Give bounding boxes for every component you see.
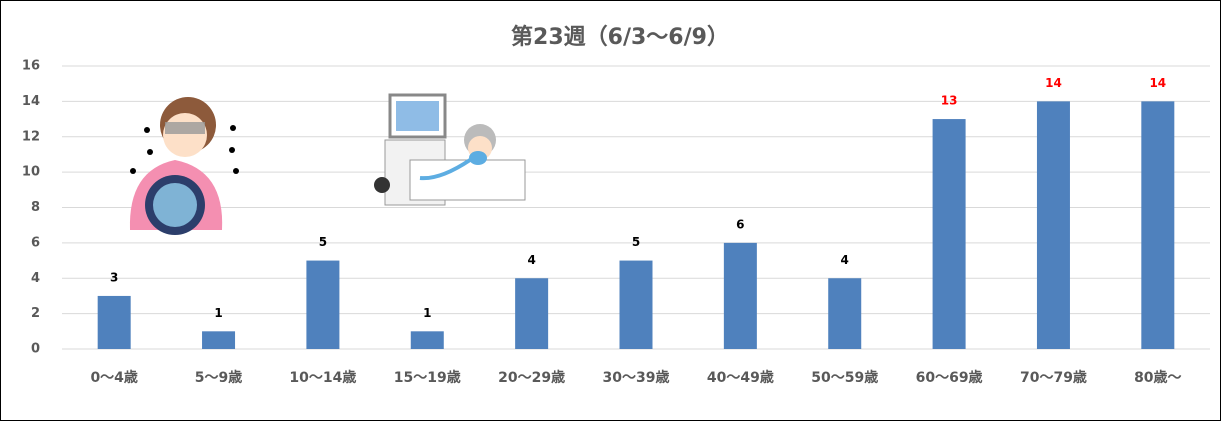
y-tick-label: 16 bbox=[22, 59, 40, 74]
x-tick-label: 20〜29歳 bbox=[498, 369, 565, 386]
bar bbox=[620, 261, 653, 349]
value-label: 3 bbox=[110, 270, 118, 284]
chart: 第23週（6/3〜6/9） 0246810121416 0〜4歳35〜9歳110… bbox=[0, 0, 1221, 421]
bar bbox=[306, 261, 339, 349]
value-label: 1 bbox=[214, 306, 222, 320]
y-tick-label: 6 bbox=[31, 235, 40, 250]
bar bbox=[724, 243, 757, 349]
bar bbox=[1037, 101, 1070, 349]
bar bbox=[98, 296, 131, 349]
y-tick-label: 14 bbox=[22, 94, 40, 109]
value-label: 5 bbox=[632, 235, 640, 249]
x-tick-label: 5〜9歳 bbox=[195, 369, 242, 386]
y-tick-label: 10 bbox=[22, 165, 40, 180]
x-tick-label: 50〜59歳 bbox=[811, 369, 878, 386]
x-tick-label: 80歳〜 bbox=[1134, 369, 1181, 386]
y-tick-label: 4 bbox=[31, 271, 40, 286]
value-label: 14 bbox=[1149, 76, 1166, 90]
value-label: 1 bbox=[423, 306, 431, 320]
value-label: 4 bbox=[527, 253, 535, 267]
y-tick-label: 8 bbox=[31, 200, 40, 215]
bar bbox=[933, 119, 966, 349]
bar bbox=[515, 278, 548, 349]
value-label: 6 bbox=[736, 217, 744, 231]
value-label: 14 bbox=[1045, 76, 1062, 90]
value-label: 13 bbox=[941, 94, 958, 108]
value-label: 5 bbox=[319, 235, 327, 249]
x-tick-label: 40〜49歳 bbox=[707, 369, 774, 386]
x-tick-label: 60〜69歳 bbox=[916, 369, 983, 386]
page: {"chart_data": {"type": "bar", "title": … bbox=[0, 0, 1221, 421]
bar bbox=[202, 331, 235, 349]
value-label: 4 bbox=[841, 253, 849, 267]
y-tick-label: 0 bbox=[31, 342, 40, 357]
x-tick-label: 15〜19歳 bbox=[394, 369, 461, 386]
x-tick-label: 0〜4歳 bbox=[90, 369, 137, 386]
y-tick-label: 2 bbox=[31, 306, 40, 321]
y-tick-label: 12 bbox=[22, 129, 40, 144]
bar bbox=[828, 278, 861, 349]
x-tick-label: 70〜79歳 bbox=[1020, 369, 1087, 386]
chart-title: 第23週（6/3〜6/9） bbox=[511, 24, 729, 50]
x-tick-label: 30〜39歳 bbox=[603, 369, 670, 386]
bar bbox=[411, 331, 444, 349]
bar bbox=[1141, 101, 1174, 349]
x-tick-label: 10〜14歳 bbox=[289, 369, 356, 386]
